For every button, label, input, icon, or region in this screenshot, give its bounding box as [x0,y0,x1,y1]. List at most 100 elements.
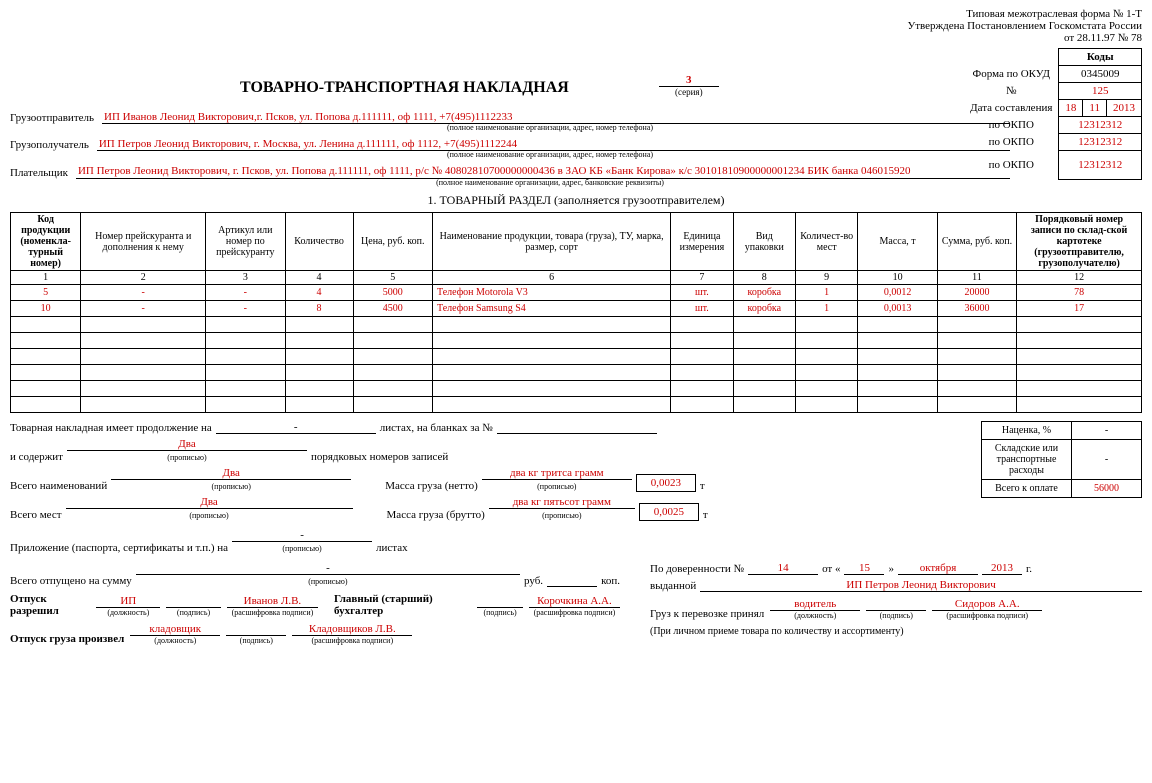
okpo2: 12312312 [1059,134,1142,151]
goods-cell: - [81,301,206,317]
okpo3-label: по ОКПО [964,151,1059,180]
number-label: № [964,83,1059,100]
personal-label: (При личном приеме товара по количеству … [650,626,1142,637]
number-value: 125 [1059,83,1142,100]
form-line1: Типовая межотраслевая форма № 1-Т [10,8,1142,20]
goods-cell: Телефон Motorola V3 [432,285,670,301]
date-label: Дата составления [964,100,1059,117]
codes-header: Коды [1059,49,1142,66]
issued-val: ИП Петров Леонид Викторович [700,579,1142,592]
goods-colnum: 9 [795,271,857,285]
goods-header-8: Вид упаковки [733,213,795,271]
cont-label: Товарная накладная имеет продолжение на [10,422,212,434]
expenses-label: Складские или транспортные расходы [982,440,1072,480]
goods-cell: 78 [1017,285,1142,301]
form-line3: от 28.11.97 № 78 [10,32,1142,44]
release-allowed: Отпуск разрешил [10,593,90,617]
goods-cell: 20000 [937,285,1016,301]
mass-net-label: Масса груза (нетто) [385,480,478,492]
goods-header-7: Единица измерения [671,213,733,271]
table-row: 10--84500Телефон Samsung S4шт.коробка10,… [11,301,1142,317]
goods-colnum: 1 [11,271,81,285]
table-row-empty [11,349,1142,365]
expenses-val: - [1072,440,1142,480]
date-day: 18 [1059,100,1083,116]
receiver-label: Грузополучатель [10,139,89,151]
goods-header-3: Артикул или номер по прейскуранту [206,213,285,271]
places-val: Два [66,496,353,509]
payer-label: Плательщик [10,167,68,179]
sum-label: Всего отпущено на сумму [10,575,132,587]
chief-acc: Главный (старший) бухгалтер [334,593,471,617]
receiver-sub: (полное наименование организации, адрес,… [110,150,990,159]
bottom-section: Наценка, %- Складские или транспортные р… [10,421,1142,645]
mass-gross-val: 0,0025 [639,503,699,521]
goods-cell: 0,0013 [858,301,937,317]
goods-table: Код продукции (номенкла-турный номер)Ном… [10,212,1142,413]
codes-box: Коды Форма по ОКУД0345009 №125 Дата сост… [964,48,1142,180]
table-row-empty [11,381,1142,397]
okpo1: 12312312 [1059,117,1142,134]
summary-box: Наценка, %- Складские или транспортные р… [981,421,1142,498]
cont-val: - [216,421,376,434]
goods-cell: 0,0012 [858,285,937,301]
goods-cell: - [206,301,285,317]
payer-sub: (полное наименование организации, адрес,… [110,178,990,187]
goods-colnum: 6 [432,271,670,285]
goods-cell: 17 [1017,301,1142,317]
mass-gross-words: два кг пятьсот грамм [489,496,635,509]
goods-cell: 4500 [353,301,432,317]
section1-title: 1. ТОВАРНЫЙ РАЗДЕЛ (заполняется грузоотп… [10,193,1142,208]
goods-colnum: 3 [206,271,285,285]
document-title: ТОВАРНО-ТРАНСПОРТНАЯ НАКЛАДНАЯ [240,79,569,97]
goods-header-11: Сумма, руб. коп. [937,213,1016,271]
attach-val: - [232,529,372,542]
goods-cell: 36000 [937,301,1016,317]
accepted-name: Сидоров А.А. [932,598,1042,611]
contains-val: Два [67,438,307,451]
sender-label: Грузоотправитель [10,112,94,124]
cont-after: листах, на бланках за № [380,422,493,434]
series-value: 3 [659,74,719,87]
sum-val: - [136,562,520,575]
table-row: 5--45000Телефон Motorola V3шт.коробка10,… [11,285,1142,301]
goods-header-4: Количество [285,213,353,271]
date-year: 2013 [1107,100,1142,116]
goods-cell: 1 [795,301,857,317]
goods-colnum: 11 [937,271,1016,285]
okpo2-label: по ОКПО [964,134,1059,151]
goods-cell: 10 [11,301,81,317]
issued-label: выданной [650,580,696,592]
proxy-num: 14 [748,562,818,575]
goods-colnum: 2 [81,271,206,285]
okud-label: Форма по ОКУД [964,66,1059,83]
okud-value: 0345009 [1059,66,1142,83]
attach-label: Приложение (паспорта, сертификаты и т.п.… [10,542,228,554]
goods-header-1: Код продукции (номенкла-турный номер) [11,213,81,271]
goods-cell: - [81,285,206,301]
goods-header-10: Масса, т [858,213,937,271]
table-row-empty [11,397,1142,413]
places-label: Всего мест [10,509,62,521]
proxy-year: 2013 [982,562,1022,575]
accepted-pos: водитель [770,598,860,611]
series-label: (серия) [659,87,719,97]
total-val: 56000 [1072,480,1142,498]
goods-colnum: 12 [1017,271,1142,285]
markup-label: Наценка, % [982,422,1072,440]
okpo1-label: по ОКПО [964,117,1059,134]
goods-colnum: 10 [858,271,937,285]
table-row-empty [11,317,1142,333]
goods-cell: - [206,285,285,301]
okpo3: 12312312 [1059,151,1142,180]
payer-value: ИП Петров Леонид Викторович, г. Псков, у… [76,165,1010,179]
goods-colnum: 7 [671,271,733,285]
markup-val: - [1072,422,1142,440]
sender-sub: (полное наименование организации, адрес,… [110,123,990,132]
attach-after: листах [376,542,408,554]
goods-cell: коробка [733,301,795,317]
goods-cell: 8 [285,301,353,317]
form-line2: Утверждена Постановлением Госкомстата Ро… [10,20,1142,32]
goods-colnum: 8 [733,271,795,285]
contains-after: порядковых номеров записей [311,451,448,463]
